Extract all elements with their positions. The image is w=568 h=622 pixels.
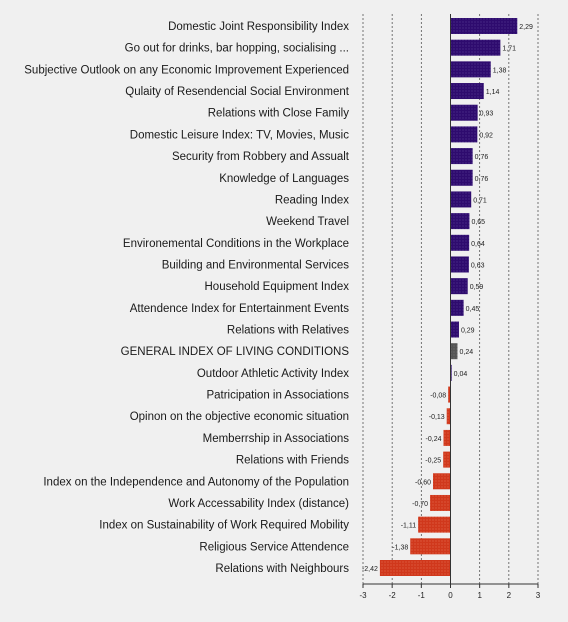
value-label: 0,29 xyxy=(461,328,475,335)
bar xyxy=(450,321,459,338)
bar xyxy=(433,473,451,490)
bar xyxy=(450,39,501,56)
category-label: Weekend Travel xyxy=(266,216,349,228)
category-label: Attendence Index for Entertainment Event… xyxy=(130,303,350,315)
category-label: Go out for drinks, bar hopping, socialis… xyxy=(125,43,349,55)
category-label: Outdoor Athletic Activity Index xyxy=(197,368,349,380)
category-label: Religious Service Attendence xyxy=(199,541,349,553)
bar xyxy=(379,560,451,576)
category-label: Relations with Neighbours xyxy=(215,563,349,575)
category-label: Work Accessability Index (distance) xyxy=(168,498,349,510)
value-label: 1,14 xyxy=(486,89,500,96)
bar xyxy=(450,61,491,78)
bar xyxy=(446,408,451,425)
value-label: 0,92 xyxy=(479,132,493,139)
category-label: Index on Sustainability of Work Required… xyxy=(99,520,349,532)
category-label: Knowledge of Languages xyxy=(219,173,349,185)
value-label: -0,13 xyxy=(429,414,445,421)
bar xyxy=(450,18,518,34)
category-label: Reading Index xyxy=(275,194,349,206)
category-label: Qulaity of Resendencial Social Environme… xyxy=(125,86,350,98)
x-tick-label: 0 xyxy=(448,591,453,600)
value-label: -1,11 xyxy=(401,523,417,530)
value-label: 0,63 xyxy=(471,262,485,269)
value-labels: 2,29 1,71 1,38 1,14 0,93 0,92 0,76 0,76 0,71 0,65… xyxy=(362,24,533,573)
bar xyxy=(450,234,470,251)
bars xyxy=(379,18,518,576)
value-label: -0,60 xyxy=(415,479,431,486)
bar xyxy=(450,83,484,100)
value-label: 1,38 xyxy=(493,67,507,74)
value-label: -0,70 xyxy=(412,501,428,508)
category-label: Memberrship in Associations xyxy=(203,433,350,445)
value-label: 0,59 xyxy=(470,284,484,291)
value-label: 0,76 xyxy=(475,176,489,183)
bar xyxy=(450,213,470,230)
category-label: Index on the Independence and Autonomy o… xyxy=(43,476,349,488)
category-labels: Domestic Joint Responsibility Index Go ou… xyxy=(24,21,350,575)
bar xyxy=(450,169,473,186)
category-label: Subjective Outlook on any Economic Impro… xyxy=(24,64,349,76)
value-label: 0,93 xyxy=(480,111,494,118)
bar xyxy=(450,299,464,316)
bar xyxy=(450,256,469,273)
value-label: 1,71 xyxy=(502,46,516,53)
category-label: Relations with Relatives xyxy=(227,325,349,337)
category-label: Domestic Joint Responsibility Index xyxy=(168,21,349,33)
category-label: GENERAL INDEX OF LIVING CONDITIONS xyxy=(121,346,350,358)
bar xyxy=(450,148,473,165)
value-label: -1,38 xyxy=(392,544,408,551)
bar xyxy=(450,191,472,208)
value-label: 0,04 xyxy=(454,371,468,378)
bar xyxy=(450,343,458,360)
bar xyxy=(443,429,451,446)
bar xyxy=(410,538,451,555)
value-label: 2,29 xyxy=(519,24,533,31)
value-label: -0,24 xyxy=(426,436,442,443)
value-label: 0,24 xyxy=(460,349,474,356)
value-label: -0,08 xyxy=(430,393,446,400)
bar xyxy=(448,386,451,403)
category-label: Household Equipment Index xyxy=(205,281,350,293)
value-label: 0,45 xyxy=(466,306,480,313)
bar xyxy=(450,104,478,121)
category-label: Domestic Leisure Index: TV, Movies, Musi… xyxy=(130,129,349,141)
bar xyxy=(443,451,451,468)
bar xyxy=(450,126,478,143)
category-label: Patricipation in Associations xyxy=(206,390,349,402)
value-label: 0,76 xyxy=(475,154,489,161)
x-tick-label: -3 xyxy=(359,591,367,600)
value-label: 0,71 xyxy=(473,197,487,204)
category-label: Relations with Friends xyxy=(236,455,349,467)
x-tick-label: -1 xyxy=(418,591,426,600)
category-label: Security from Robbery and Assualt xyxy=(172,151,350,163)
bar xyxy=(418,516,451,533)
x-tick-label: 2 xyxy=(507,591,512,600)
bar xyxy=(450,278,468,295)
category-label: Opinon on the objective economic situati… xyxy=(130,411,349,423)
x-tick-label: 3 xyxy=(536,591,541,600)
bar xyxy=(430,494,451,511)
x-tick-label: 1 xyxy=(477,591,482,600)
x-tick-label: -2 xyxy=(389,591,397,600)
bar xyxy=(450,364,452,381)
category-label: Relations with Close Family xyxy=(208,108,349,120)
value-label: 0,64 xyxy=(471,241,485,248)
value-label: -2,42 xyxy=(362,566,378,573)
value-label: 0,65 xyxy=(471,219,485,226)
category-label: Building and Environmental Services xyxy=(162,259,350,271)
x-axis: -3 -2 -1 0 1 2 3 xyxy=(359,14,541,600)
value-label: -0,25 xyxy=(425,458,441,465)
category-label: Environemental Conditions in the Workpla… xyxy=(123,238,349,250)
grid-lines xyxy=(362,14,539,584)
